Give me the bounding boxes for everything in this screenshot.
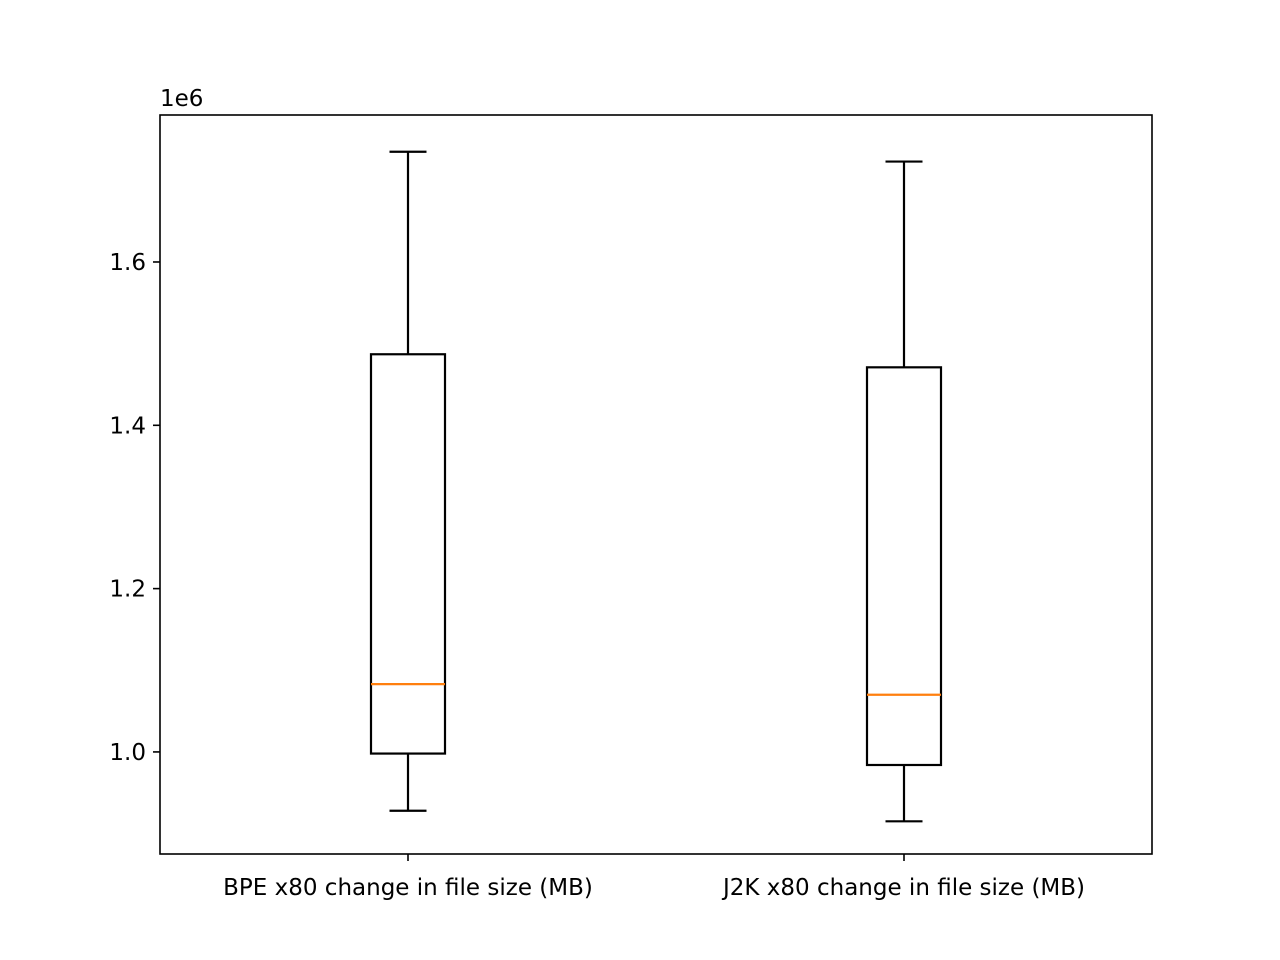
y-tick-label: 1.6: [109, 250, 146, 276]
plot-area: 1.0 1.2 1.4 1.6 BPE x80 change in file size …: [109, 150, 1085, 901]
y-offset-label: 1e6: [160, 86, 203, 112]
box-iqr: [865, 366, 943, 767]
x-tick-label: J2K x80 change in file size (MB): [721, 875, 1085, 901]
y-tick-label: 1.2: [109, 577, 146, 603]
box-iqr: [369, 353, 447, 755]
x-tick-label: BPE x80 change in file size (MB): [223, 875, 593, 901]
axes-frame: [159, 114, 1153, 855]
y-tick-label: 1.0: [109, 740, 146, 766]
y-tick-label: 1.4: [109, 413, 146, 439]
